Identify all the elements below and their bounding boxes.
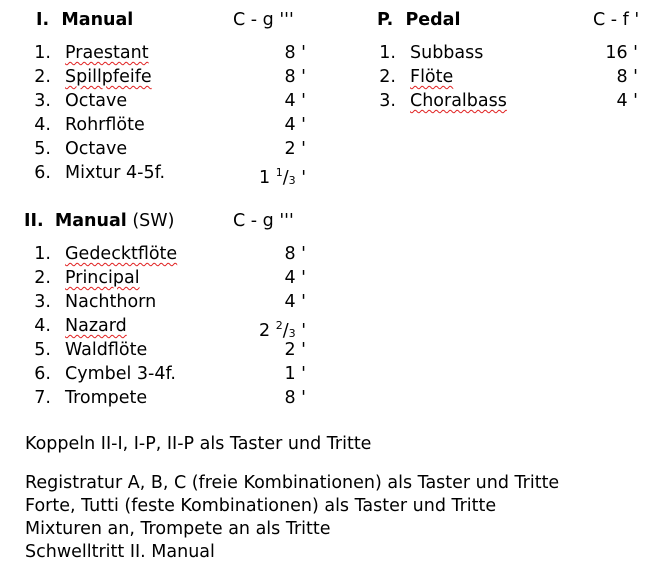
stop-size: 8 ' bbox=[284, 67, 306, 87]
stop-number: 5. bbox=[34, 139, 51, 159]
stop-row: 3. Octave 4 ' bbox=[0, 89, 667, 113]
stop-size: 8 ' bbox=[616, 67, 638, 87]
stop-row: 7. Trompete 8 ' bbox=[0, 386, 667, 410]
stop-row: 1. Gedecktflöte 8 ' bbox=[0, 242, 667, 266]
stop-name: Nachthorn bbox=[65, 292, 157, 312]
stop-name: Rohrflöte bbox=[65, 115, 145, 135]
manual2-range: C - g ''' bbox=[233, 211, 294, 231]
stop-name: Choralbass bbox=[410, 91, 507, 111]
stop-number: 5. bbox=[34, 340, 51, 360]
stop-row: 2. Principal 4 ' bbox=[0, 266, 667, 290]
stop-number: 6. bbox=[34, 163, 51, 183]
stop-size: 8 ' bbox=[284, 244, 306, 264]
stop-size: 1 1/3 ' bbox=[259, 166, 306, 188]
stop-name: Cymbel 3-4f. bbox=[65, 364, 176, 384]
stop-number: 6. bbox=[34, 364, 51, 384]
manual1-numeral: I. bbox=[36, 10, 50, 30]
stop-size: 2 ' bbox=[284, 139, 306, 159]
manual2-numeral: II. bbox=[24, 211, 44, 231]
stop-size: 16 ' bbox=[605, 43, 638, 63]
stop-size: 2 ' bbox=[284, 340, 306, 360]
stop-number: 1. bbox=[34, 244, 51, 264]
stop-name: Octave bbox=[65, 139, 128, 159]
stop-size: 4 ' bbox=[284, 268, 306, 288]
note-pedal-triggers: Mixturen an, Trompete an als Tritte bbox=[25, 519, 331, 539]
stop-row: 5. Octave 2 ' bbox=[0, 137, 667, 161]
stop-name: Nazard bbox=[65, 316, 127, 336]
stop-number: 4. bbox=[34, 115, 51, 135]
stop-name: Trompete bbox=[65, 388, 148, 408]
stop-number: 3. bbox=[34, 292, 51, 312]
stop-size: 4 ' bbox=[284, 292, 306, 312]
stop-size: 4 ' bbox=[616, 91, 638, 111]
stop-number: 3. bbox=[379, 91, 396, 111]
stop-size: 1 ' bbox=[284, 364, 306, 384]
stop-row: 4. Nazard 2 2/3 ' bbox=[0, 314, 667, 341]
stop-number: 4. bbox=[34, 316, 51, 336]
stop-size: 8 ' bbox=[284, 43, 306, 63]
note-swell-pedal: Schwelltritt II. Manual bbox=[25, 542, 215, 562]
note-free-combinations: Registratur A, B, C (freie Kombinationen… bbox=[25, 473, 560, 493]
stop-number: 1. bbox=[34, 43, 51, 63]
stop-row: 4. Rohrflöte 4 ' bbox=[0, 113, 667, 137]
stop-name: Subbass bbox=[410, 43, 484, 63]
stop-name: Praestant bbox=[65, 43, 149, 63]
stop-name: Principal bbox=[65, 268, 140, 288]
stop-name: Mixtur 4-5f. bbox=[65, 163, 166, 183]
stop-name: Spillpfeife bbox=[65, 67, 152, 87]
stop-name: Waldflöte bbox=[65, 340, 148, 360]
pedal-numeral: P. bbox=[377, 10, 394, 30]
manual1-range: C - g ''' bbox=[233, 10, 294, 30]
stop-name: Octave bbox=[65, 91, 128, 111]
stop-row: 5. Waldflöte 2 ' bbox=[0, 338, 667, 362]
manual1-title: Manual bbox=[61, 10, 134, 30]
stop-number: 3. bbox=[34, 91, 51, 111]
stop-row: 1. Subbass 16 ' bbox=[0, 41, 667, 65]
stop-row: 1. Praestant 8 ' bbox=[0, 41, 667, 65]
pedal-range: C - f ' bbox=[593, 10, 640, 30]
stop-number: 2. bbox=[379, 67, 396, 87]
stop-row: 2. Flöte 8 ' bbox=[0, 65, 667, 89]
manual2-suffix: (SW) bbox=[132, 211, 175, 231]
stop-row: 3. Choralbass 4 ' bbox=[0, 89, 667, 113]
stop-row: 6. Mixtur 4-5f. 1 1/3 ' bbox=[0, 161, 667, 188]
stop-size: 8 ' bbox=[284, 388, 306, 408]
stop-size: 4 ' bbox=[284, 91, 306, 111]
stop-row: 2. Spillpfeife 8 ' bbox=[0, 65, 667, 89]
manual1-header: I. Manual bbox=[36, 10, 133, 30]
stop-row: 6. Cymbel 3-4f. 1 ' bbox=[0, 362, 667, 386]
note-couplers: Koppeln II-I, I-P, II-P als Taster und T… bbox=[25, 434, 372, 454]
pedal-title: Pedal bbox=[405, 10, 461, 30]
stop-size: 4 ' bbox=[284, 115, 306, 135]
note-fixed-combinations: Forte, Tutti (feste Kombinationen) als T… bbox=[25, 496, 497, 516]
stop-row: 3. Nachthorn 4 ' bbox=[0, 290, 667, 314]
stop-number: 1. bbox=[379, 43, 396, 63]
stop-number: 2. bbox=[34, 268, 51, 288]
manual2-title: Manual bbox=[54, 211, 127, 231]
stop-name: Flöte bbox=[410, 67, 454, 87]
stop-size: 2 2/3 ' bbox=[259, 319, 306, 341]
stop-name: Gedecktflöte bbox=[65, 244, 178, 264]
stop-number: 7. bbox=[34, 388, 51, 408]
stop-number: 2. bbox=[34, 67, 51, 87]
pedal-header: P. Pedal bbox=[377, 10, 460, 30]
manual2-header: II. Manual (SW) bbox=[24, 211, 174, 231]
